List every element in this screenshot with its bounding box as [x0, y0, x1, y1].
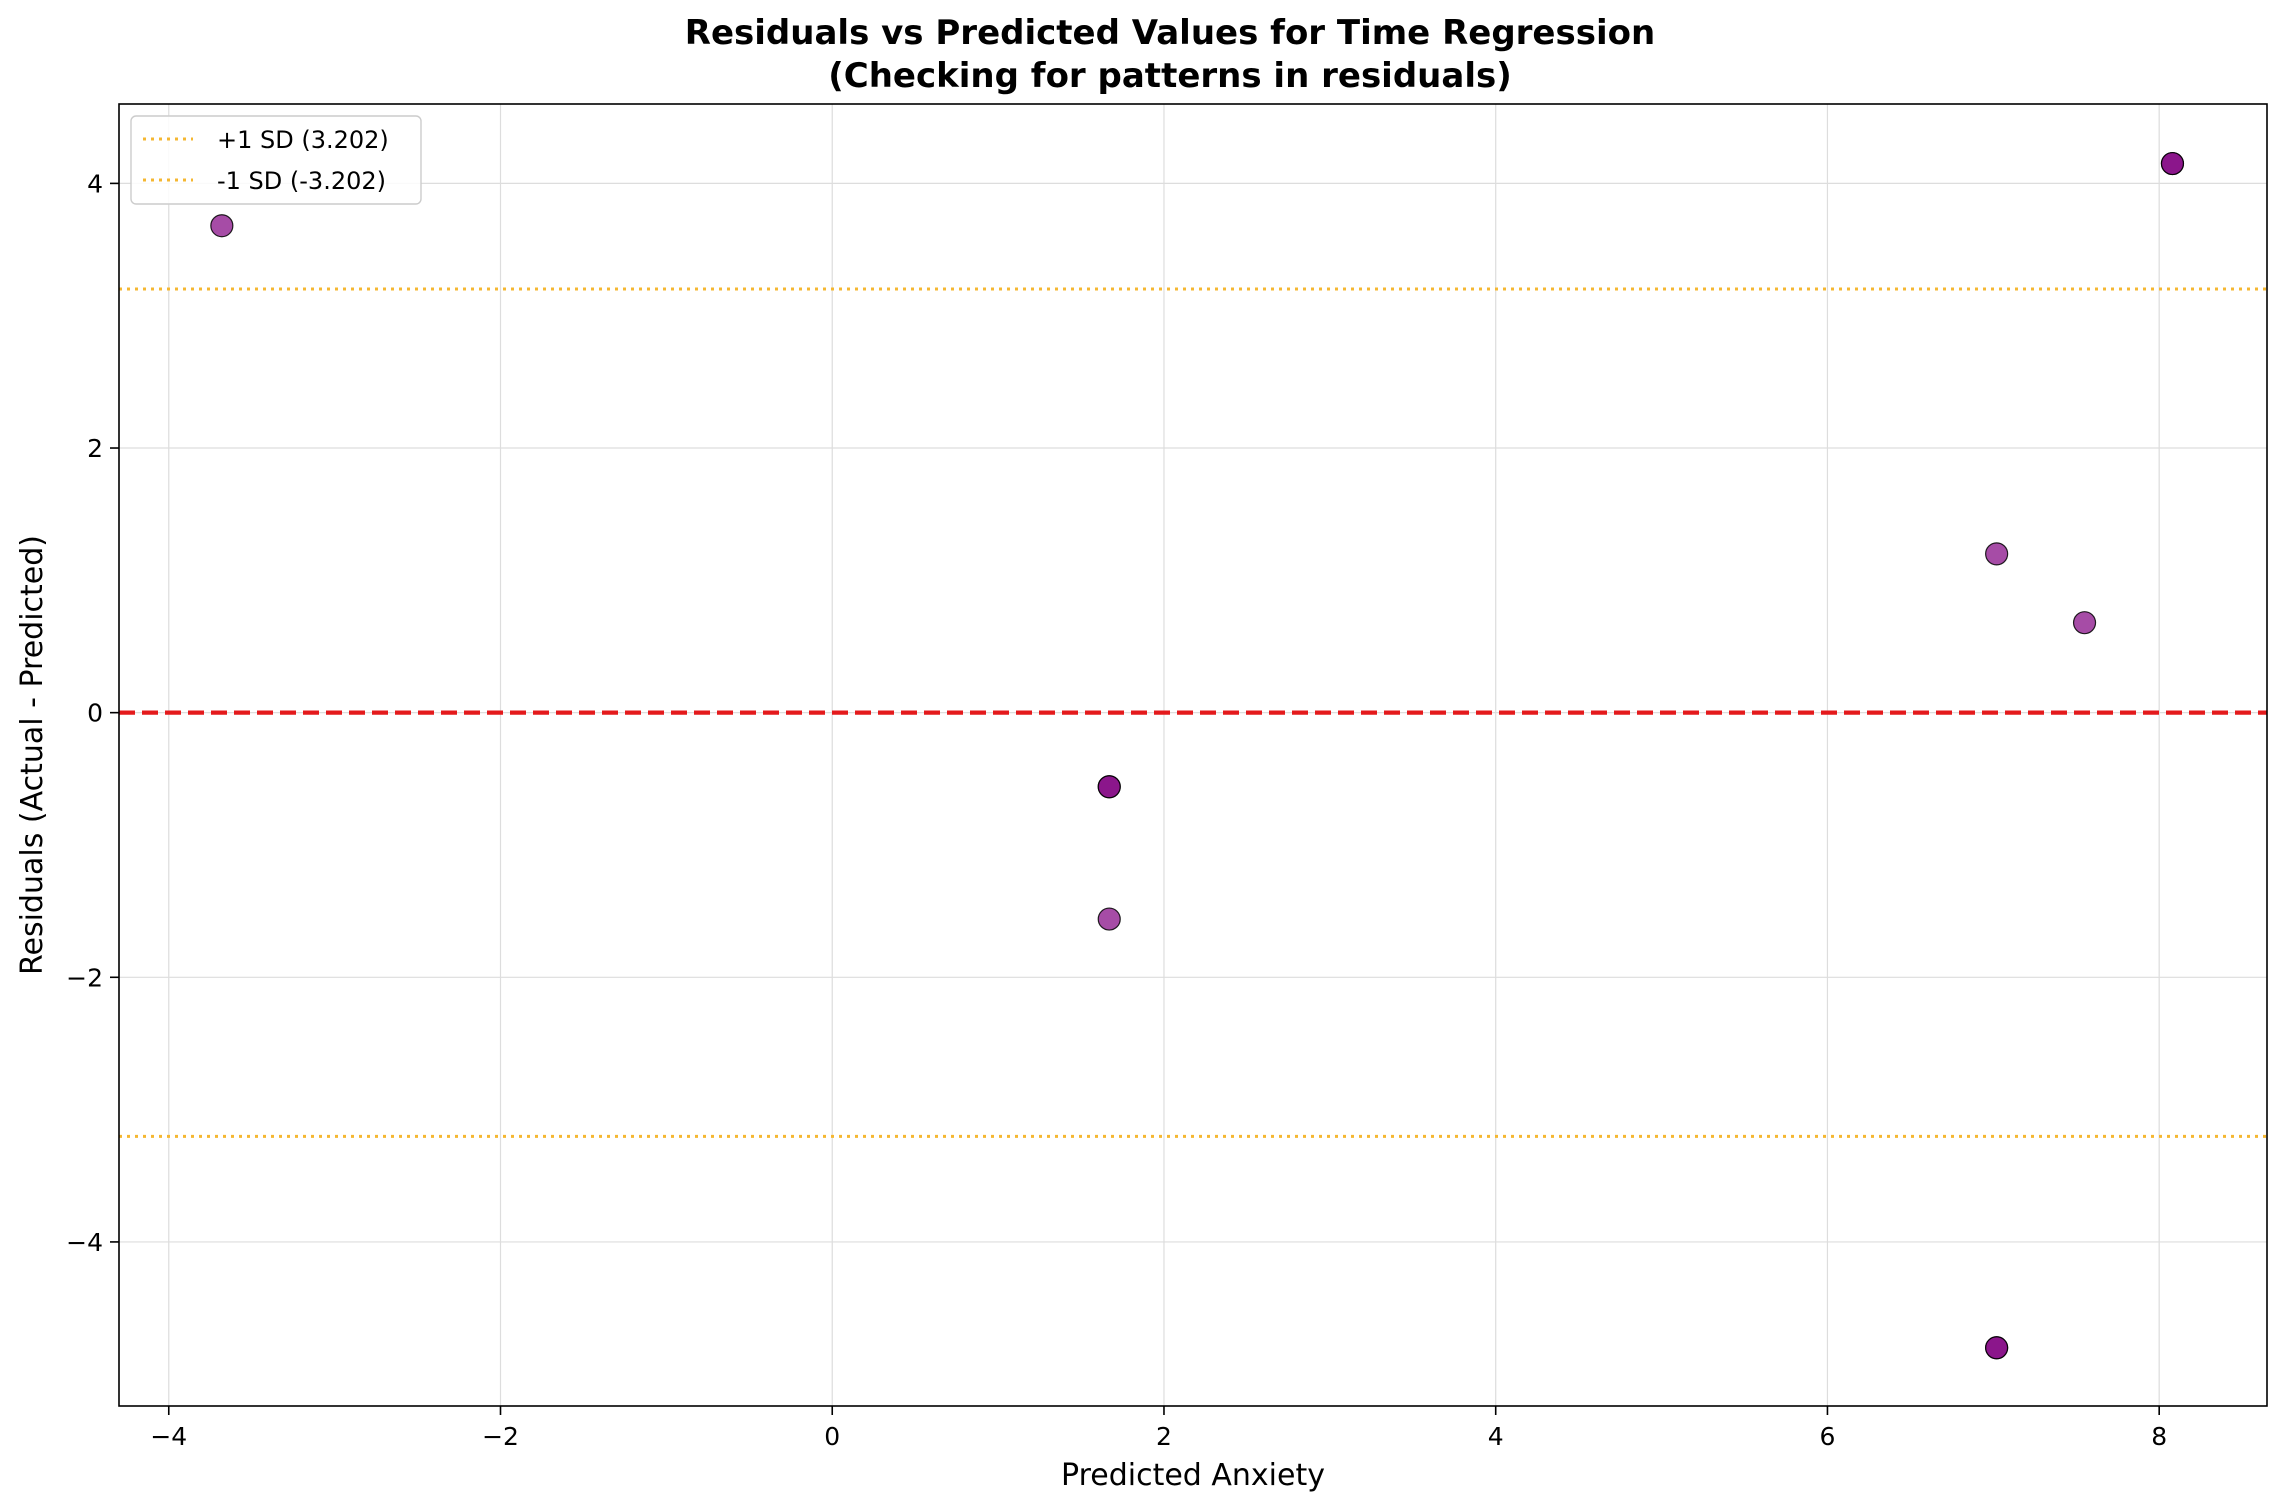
legend-label: +1 SD (3.202): [217, 126, 389, 154]
axis-ticks: −4 −2 0 2 4 6 8 −4 −2 0 2 4: [66, 169, 2167, 1451]
grid-lines: [119, 104, 2267, 1406]
x-tick-label: 6: [1819, 1422, 1835, 1451]
legend-frame: [130, 115, 422, 205]
data-point: [210, 214, 234, 238]
x-tick-label: −2: [482, 1422, 519, 1451]
y-tick-label: −4: [66, 1228, 103, 1257]
x-tick-label: 8: [2151, 1422, 2167, 1451]
plot-frame: [118, 103, 2268, 1407]
legend: +1 SD (3.202) -1 SD (-3.202): [130, 115, 422, 205]
data-point: [1985, 1336, 2009, 1360]
x-tick-label: 0: [824, 1422, 840, 1451]
legend-label: -1 SD (-3.202): [217, 167, 386, 195]
reference-lines: [119, 287, 2267, 1138]
data-point: [1097, 775, 1121, 799]
data-point: [1985, 542, 2009, 566]
x-tick-label: −4: [150, 1422, 187, 1451]
y-tick-label: 0: [87, 699, 103, 728]
x-tick-label: 4: [1488, 1422, 1504, 1451]
y-tick-label: 2: [87, 434, 103, 463]
x-axis-label: Predicted Anxiety: [1061, 1458, 1325, 1493]
y-tick-label: 4: [87, 169, 103, 198]
data-point: [1097, 907, 1121, 931]
y-axis-label: Residuals (Actual - Predicted): [15, 535, 50, 975]
data-point: [2160, 151, 2185, 176]
chart-subtitle: (Checking for patterns in residuals): [828, 56, 1512, 96]
data-point: [2072, 611, 2097, 635]
x-tick-label: 2: [1156, 1422, 1172, 1451]
y-tick-label: −2: [66, 963, 103, 992]
data-points: [210, 151, 2185, 1360]
chart-title: Residuals vs Predicted Values for Time R…: [685, 13, 1655, 53]
